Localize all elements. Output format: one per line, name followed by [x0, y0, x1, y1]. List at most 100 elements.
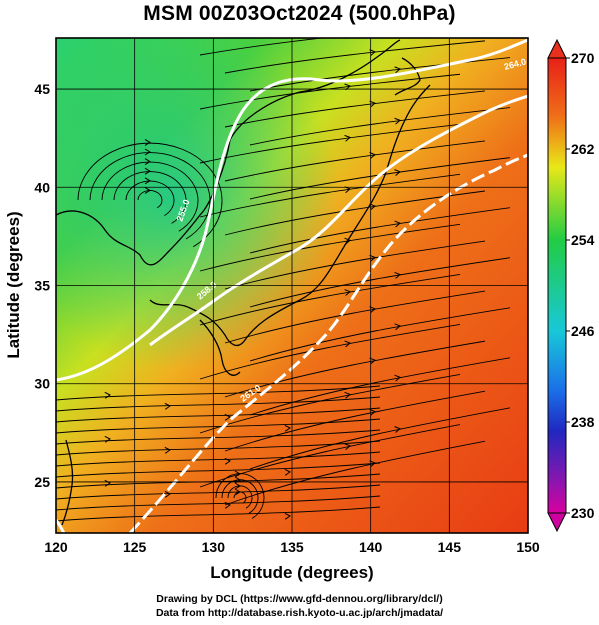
- colorbar-max-arrow: [547, 38, 567, 59]
- streamline: [249, 407, 511, 470]
- streamline: [224, 390, 486, 452]
- footer-credit-line-2: Data from http://database.rish.kyoto-u.a…: [155, 607, 444, 619]
- colorbar-tick-label: 254: [571, 232, 595, 248]
- x-tick-label: 135: [280, 539, 304, 555]
- streamline-arrow: [344, 340, 351, 348]
- x-tick-label: 130: [202, 539, 226, 555]
- streamline-arrow: [164, 402, 171, 410]
- streamline-arrow: [344, 443, 351, 451]
- streamline-arrow: [369, 152, 376, 159]
- streamline: [199, 273, 461, 326]
- coastlines: [56, 39, 431, 526]
- streamline-arrow: [394, 323, 401, 331]
- streamline: [224, 240, 486, 290]
- streamline: [249, 57, 511, 92]
- streamline: [249, 107, 511, 146]
- streamline-arrow: [394, 271, 401, 279]
- streamline: [56, 495, 381, 511]
- streamline-arrow: [164, 490, 171, 498]
- streamline: [249, 207, 511, 254]
- streamline-arrow: [394, 220, 401, 228]
- streamline-arrow: [394, 66, 401, 74]
- x-tick-label: 145: [438, 539, 462, 555]
- streamline-arrow: [369, 409, 376, 416]
- y-tick-label: 45: [34, 81, 50, 97]
- streamline-arrow: [224, 413, 231, 421]
- y-tick-label: 40: [34, 179, 50, 195]
- x-tick-label: 125: [123, 539, 147, 555]
- streamline: [224, 440, 486, 506]
- streamline-arrow: [394, 117, 401, 125]
- streamline-arrow: [369, 254, 376, 262]
- y-axis-label: Latitude (degrees): [4, 211, 23, 358]
- streamline: [224, 190, 486, 236]
- streamline-arrow: [284, 424, 291, 432]
- streamline: [249, 307, 511, 362]
- streamline-arrow: [369, 357, 376, 365]
- streamline-arrow: [369, 203, 376, 211]
- streamline: [199, 123, 461, 164]
- streamline-arrow: [104, 479, 111, 487]
- streamline: [199, 173, 461, 218]
- streamline-arrow: [144, 167, 151, 175]
- streamline-arrow: [344, 289, 351, 296]
- y-tick-label: 35: [34, 278, 50, 294]
- streamline: [56, 506, 381, 522]
- streamline-arrow: [234, 482, 241, 490]
- streamline: [199, 374, 461, 434]
- streamline: [56, 385, 381, 401]
- streamline: [56, 418, 381, 434]
- streamline-arrow: [394, 426, 401, 433]
- streamline-arrow: [284, 512, 291, 520]
- streamline-arrow: [369, 460, 376, 468]
- streamline: [101, 161, 199, 232]
- streamline: [56, 484, 381, 500]
- streamline-arrow: [394, 374, 401, 382]
- x-tick-label: 150: [516, 539, 540, 555]
- streamline-arrow: [104, 391, 111, 399]
- plot-frame: [55, 37, 529, 534]
- streamline: [56, 440, 381, 456]
- footer-credit-line-1: Drawing by DCL (https://www.gfd-dennou.o…: [156, 593, 443, 605]
- streamline: [249, 357, 511, 416]
- colorbar-tick-label: 262: [571, 141, 595, 157]
- streamline: [199, 323, 461, 380]
- streamline: [227, 485, 253, 509]
- graticule: [56, 38, 528, 533]
- streamline-arrow: [284, 468, 291, 476]
- streamline-arrow: [224, 457, 231, 465]
- streamline: [224, 40, 486, 74]
- chart-title: MSM 00Z03Oct2024 (500.0hPa): [143, 2, 456, 25]
- streamline-arrow: [144, 138, 151, 146]
- streamline: [233, 491, 247, 504]
- streamline-arrow: [394, 169, 401, 176]
- streamline: [199, 38, 326, 56]
- colorbar: 270 262 254 246 238 230: [547, 38, 595, 533]
- streamline-arrow: [144, 148, 151, 156]
- colorbar-tick-label: 230: [571, 505, 595, 521]
- streamline: [224, 140, 486, 182]
- streamline-arrow: [144, 177, 151, 185]
- streamline: [77, 142, 223, 248]
- streamline: [199, 424, 461, 488]
- streamline: [199, 223, 461, 272]
- streamline: [125, 180, 175, 216]
- streamline: [224, 290, 486, 344]
- colorbar-tick-label: 238: [571, 414, 595, 430]
- streamline: [56, 429, 381, 445]
- streamline: [215, 473, 265, 519]
- colorbar-ramp: [547, 57, 567, 514]
- streamline-arrow: [369, 49, 376, 57]
- streamline: [56, 396, 381, 412]
- colorbar-min-arrow: [547, 512, 567, 533]
- streamline-arrow: [369, 306, 376, 313]
- streamline-arrow: [224, 501, 231, 509]
- streamline: [224, 90, 486, 128]
- colorbar-tick-label: 246: [571, 323, 595, 339]
- colorbar-tick-label: 270: [571, 50, 595, 66]
- streamline-arrow: [344, 83, 351, 91]
- streamline-arrow: [144, 158, 151, 166]
- x-tick-label: 120: [44, 539, 68, 555]
- streamline-arrow: [234, 488, 241, 496]
